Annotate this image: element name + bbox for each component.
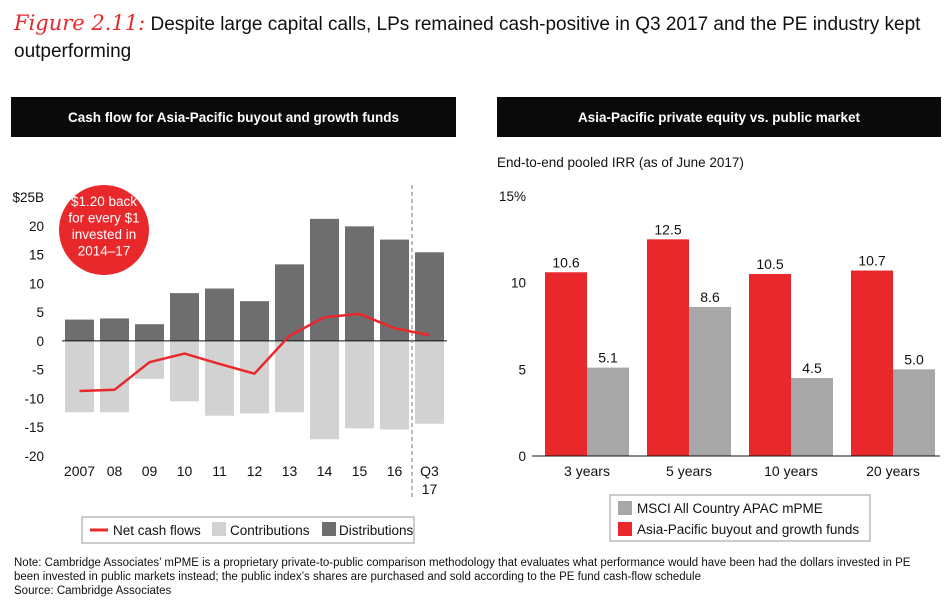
footnotes: Note: Cambridge Associates’ mPME is a pr… (14, 556, 939, 598)
contributions-bar (415, 340, 444, 424)
distributions-bar (345, 226, 374, 341)
y-tick-label: 0 (36, 334, 44, 349)
x-tick-label: 3 years (564, 463, 610, 479)
x-tick-label: 14 (317, 463, 333, 479)
pe-bar (545, 272, 587, 456)
x-tick-label: 10 years (764, 463, 818, 479)
legend-mpme-swatch (618, 501, 632, 515)
x-tick-label: 10 (177, 463, 193, 479)
y-tick-label: 0 (518, 449, 526, 464)
footnote-note: Note: Cambridge Associates’ mPME is a pr… (14, 557, 911, 583)
legend-pe-label: Asia-Pacific buyout and growth funds (637, 522, 859, 537)
x-tick-label: 17 (422, 481, 438, 497)
annotation-circle (59, 185, 149, 275)
x-tick-label: 13 (282, 463, 298, 479)
y-tick-label: -20 (24, 449, 44, 464)
y-tick-label: -15 (24, 420, 44, 435)
x-tick-label: 09 (142, 463, 158, 479)
annotation-text: invested in (72, 227, 137, 242)
mpme-bar (791, 378, 833, 456)
x-tick-label: 15 (352, 463, 368, 479)
y-tick-label: 15% (499, 189, 526, 204)
x-tick-label: Q3 (420, 463, 439, 479)
mpme-bar (893, 369, 935, 456)
x-tick-label: 08 (107, 463, 123, 479)
chart-subtitle: End-to-end pooled IRR (as of June 2017) (497, 155, 744, 170)
y-tick-label: 10 (29, 276, 44, 291)
legend-distributions-label: Distributions (339, 523, 414, 538)
contributions-bar (205, 340, 234, 416)
pe-value-label: 10.7 (858, 253, 885, 269)
distributions-bar (415, 252, 444, 341)
contributions-bar (310, 340, 339, 440)
legend-box (81, 516, 415, 544)
distributions-bar (240, 301, 269, 341)
x-tick-label: 16 (387, 463, 403, 479)
left-panel-header: Cash flow for Asia-Pacific buyout and gr… (11, 97, 456, 137)
legend-distributions-swatch (322, 522, 336, 536)
right-panel-header: Asia-Pacific private equity vs. public m… (497, 97, 941, 137)
y-tick-label: 5 (36, 305, 44, 320)
mpme-bar (587, 367, 629, 456)
pe-value-label: 10.6 (552, 254, 579, 270)
legend-contributions-label: Contributions (230, 523, 310, 538)
annotation-text: for every $1 (68, 211, 139, 226)
y-tick-label: -10 (24, 391, 44, 406)
net-cash-flows-line (79, 312, 430, 393)
legend-mpme-label: MSCI All Country APAC mPME (637, 501, 823, 516)
mpme-value-label: 4.5 (802, 360, 822, 376)
y-tick-label: -5 (32, 363, 44, 378)
distributions-bar (275, 264, 304, 341)
distributions-bar (380, 239, 409, 341)
contributions-bar (380, 340, 409, 430)
contributions-bar (345, 340, 374, 429)
mpme-value-label: 5.0 (904, 351, 924, 367)
annotation-text: 2014–17 (78, 244, 131, 259)
y-tick-label: 20 (29, 219, 44, 234)
cash-flow-chart: $25B 20 15 10 5 0 -5 -10 -15 -20 2007 08 09 10 11 12 13 1… (12, 185, 447, 544)
footnote-source: Source: Cambridge Associates (14, 585, 172, 597)
contributions-bar (65, 340, 94, 413)
distributions-bar (100, 318, 129, 341)
legend-net-label: Net cash flows (113, 523, 201, 538)
figure-text: Despite large capital calls, LPs remaine… (14, 14, 921, 62)
y-tick-label: $25B (12, 190, 44, 205)
pe-bar (647, 239, 689, 456)
annotation-text: $1.20 back (71, 194, 137, 209)
y-tick-label: 10 (511, 276, 526, 291)
distributions-bar (135, 324, 164, 341)
contributions-bar (275, 340, 304, 413)
distributions-bar (65, 319, 94, 341)
pe-bar (851, 270, 893, 456)
figure-title: Figure 2.11: Despite large capital calls… (14, 10, 939, 65)
legend-box (609, 494, 871, 542)
legend-pe-swatch (618, 522, 632, 536)
x-tick-label: 2007 (64, 463, 95, 479)
legend-contributions-swatch (212, 522, 226, 536)
y-tick-label: 15 (29, 248, 44, 263)
contributions-bar (100, 340, 129, 413)
irr-chart: End-to-end pooled IRR (as of June 2017) 1… (497, 155, 940, 542)
x-tick-label: 11 (212, 463, 227, 479)
distributions-bar (205, 288, 234, 341)
mpme-value-label: 5.1 (598, 350, 618, 366)
distributions-bar (310, 218, 339, 341)
distributions-bar (170, 293, 199, 341)
x-tick-label: 12 (247, 463, 263, 479)
figure-label: Figure 2.11: (14, 11, 146, 35)
contributions-bar (170, 340, 199, 402)
pe-bar (749, 274, 791, 456)
contributions-bar (240, 340, 269, 414)
mpme-bar (689, 306, 731, 456)
y-tick-label: 5 (518, 362, 526, 377)
x-tick-label: 20 years (866, 463, 920, 479)
pe-value-label: 12.5 (654, 221, 681, 237)
mpme-value-label: 8.6 (700, 289, 720, 305)
x-tick-label: 5 years (666, 463, 712, 479)
pe-value-label: 10.5 (756, 256, 783, 272)
